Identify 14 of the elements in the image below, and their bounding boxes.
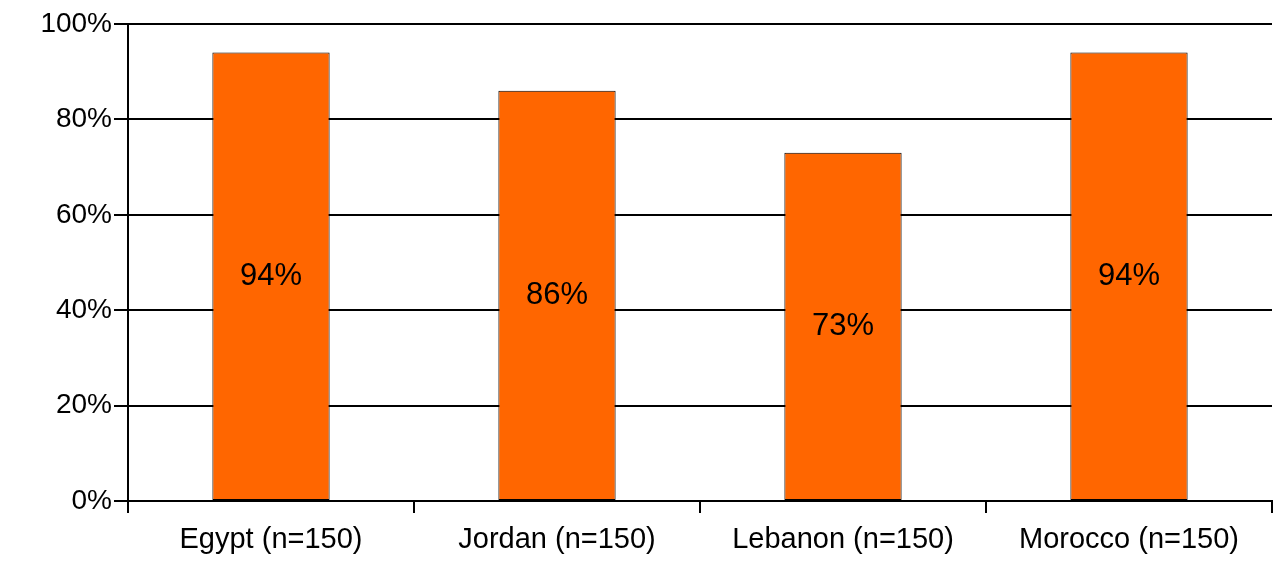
data-label: 86% [525, 275, 589, 311]
y-tick-label: 80% [55, 102, 112, 134]
x-tick-label: Jordan (n=150) [458, 522, 656, 555]
data-label: 94% [239, 256, 303, 292]
y-tick-label: 100% [40, 6, 112, 38]
x-tick-label: Morocco (n=150) [1018, 522, 1240, 555]
y-tick-label: 60% [55, 197, 112, 229]
data-label: 73% [811, 306, 875, 342]
y-tick-label: 0% [71, 483, 112, 515]
x-tick-label: Egypt (n=150) [179, 522, 363, 555]
y-tick-label: 20% [55, 388, 112, 420]
data-label: 94% [1097, 256, 1161, 292]
x-tick-label: Lebanon (n=150) [732, 522, 954, 555]
y-tick-label: 40% [55, 292, 112, 324]
